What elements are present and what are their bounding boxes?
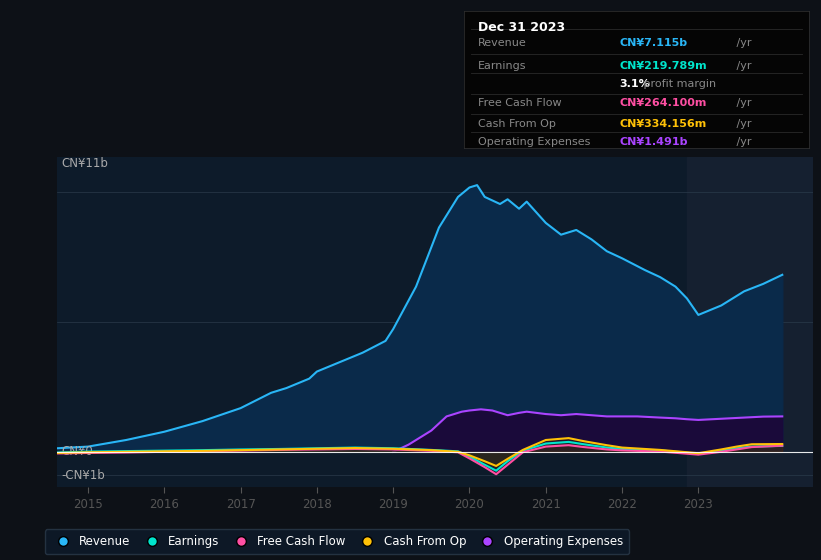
Text: Dec 31 2023: Dec 31 2023 [478,21,565,34]
Text: Free Cash Flow: Free Cash Flow [478,98,562,108]
Text: CN¥11b: CN¥11b [62,157,108,170]
Legend: Revenue, Earnings, Free Cash Flow, Cash From Op, Operating Expenses: Revenue, Earnings, Free Cash Flow, Cash … [45,529,629,554]
Text: Revenue: Revenue [478,38,526,48]
Text: Operating Expenses: Operating Expenses [478,137,590,147]
Text: CN¥219.789m: CN¥219.789m [619,61,707,71]
Text: /yr: /yr [733,137,751,147]
Text: /yr: /yr [733,119,751,129]
Text: Earnings: Earnings [478,61,526,71]
Text: profit margin: profit margin [640,79,716,89]
Text: CN¥334.156m: CN¥334.156m [619,119,706,129]
Bar [687,157,813,487]
Text: 3.1%: 3.1% [619,79,649,89]
Text: CN¥7.115b: CN¥7.115b [619,38,687,48]
Text: -CN¥1b: -CN¥1b [62,469,105,482]
Text: /yr: /yr [733,61,751,71]
Text: Cash From Op: Cash From Op [478,119,556,129]
Text: /yr: /yr [733,98,751,108]
Text: CN¥1.491b: CN¥1.491b [619,137,687,147]
Text: CN¥0: CN¥0 [62,445,93,458]
Text: CN¥264.100m: CN¥264.100m [619,98,706,108]
Text: /yr: /yr [733,38,751,48]
